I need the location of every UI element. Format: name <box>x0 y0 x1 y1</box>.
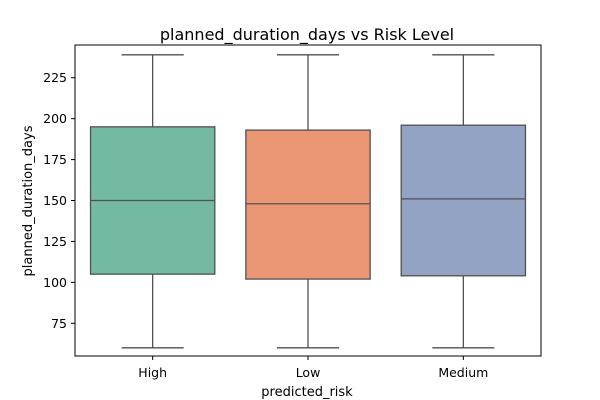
chart-title: planned_duration_days vs Risk Level <box>160 25 454 45</box>
box-medium <box>400 124 527 277</box>
y-tick-label-75: 75 <box>51 316 67 331</box>
y-tick-label-150: 150 <box>43 193 67 208</box>
x-tick-label-high: High <box>138 365 167 380</box>
y-tick-label-200: 200 <box>43 111 67 126</box>
y-axis-label: planned_duration_days <box>21 125 36 276</box>
x-axis-label: predicted_risk <box>261 385 353 400</box>
y-tick-label-125: 125 <box>43 234 67 249</box>
x-tick-label-medium: Medium <box>438 365 488 380</box>
x-tick-label-low: Low <box>296 365 321 380</box>
y-tick-label-225: 225 <box>43 70 67 85</box>
plot-area: 75 100 125 150 175 200 225 High Low Medium <box>43 44 542 380</box>
box-low <box>245 129 371 280</box>
y-tick-label-100: 100 <box>43 275 67 290</box>
y-tick-label-175: 175 <box>43 152 67 167</box>
